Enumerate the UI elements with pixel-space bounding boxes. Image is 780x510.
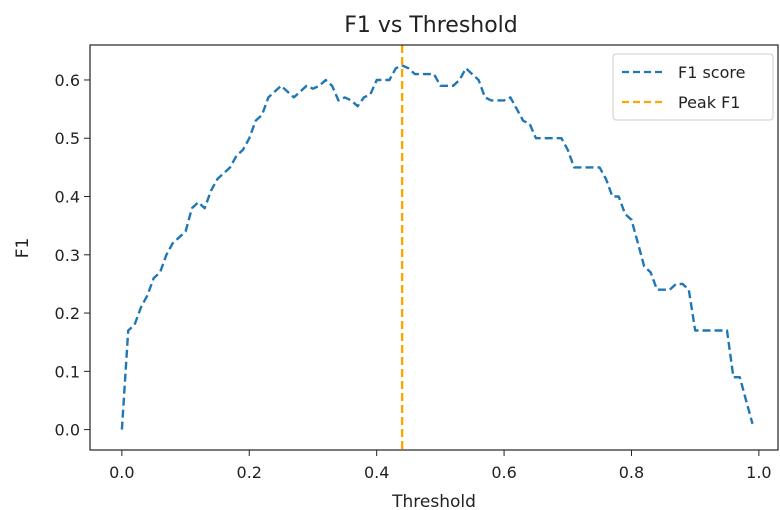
y-tick-label: 0.1	[55, 362, 80, 381]
legend-label-peak-f1: Peak F1	[678, 93, 740, 112]
legend-label-f1-score: F1 score	[678, 63, 745, 82]
y-axis-label: F1	[13, 238, 33, 259]
legend-frame	[612, 53, 774, 121]
y-tick-label: 0.0	[55, 421, 80, 440]
x-tick-label: 1.0	[746, 463, 771, 482]
x-tick-label: 0.2	[237, 463, 262, 482]
plot-frame	[89, 44, 779, 451]
x-axis-label: Threshold	[391, 492, 476, 510]
y-tick-label: 0.6	[55, 71, 80, 90]
chart-title: F1 vs Threshold	[344, 13, 518, 38]
x-tick-label: 0.0	[109, 463, 134, 482]
x-axis: 0.0 0.2 0.4 0.6 0.8 1.0	[109, 450, 772, 482]
x-tick-label: 0.8	[619, 463, 644, 482]
y-tick-label: 0.2	[55, 304, 80, 323]
y-tick-label: 0.3	[55, 246, 80, 265]
y-tick-label: 0.4	[55, 188, 80, 207]
y-tick-label: 0.5	[55, 129, 80, 148]
plot-area	[89, 44, 779, 451]
legend: F1 score Peak F1	[612, 53, 774, 121]
x-tick-label: 0.4	[364, 463, 389, 482]
y-axis: 0.0 0.1 0.2 0.3 0.4 0.5 0.6	[55, 71, 90, 440]
x-tick-label: 0.6	[491, 463, 516, 482]
f1-score-line	[120, 64, 754, 430]
